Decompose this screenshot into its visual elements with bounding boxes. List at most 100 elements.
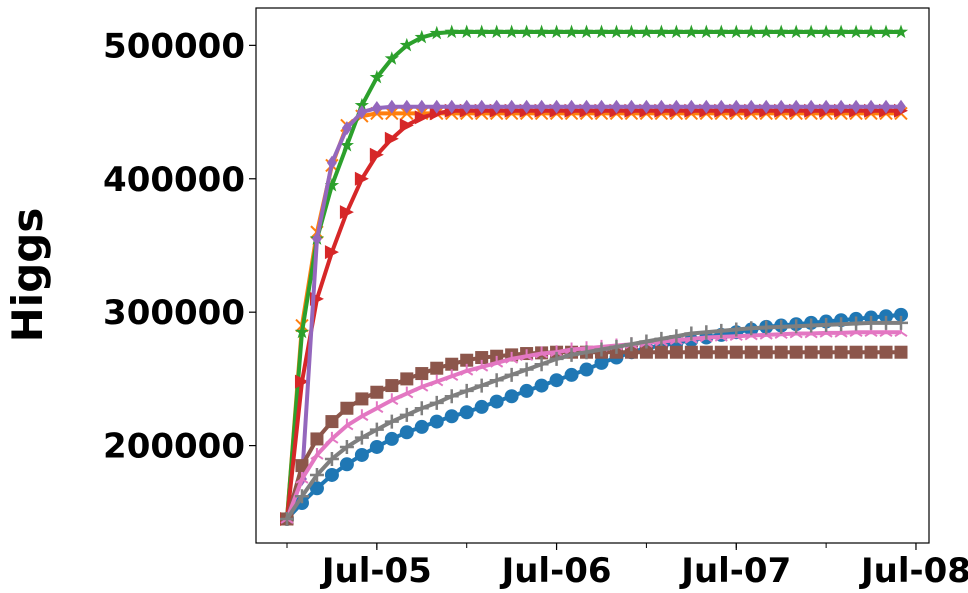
data-point (893, 24, 909, 39)
data-point (759, 24, 774, 39)
data-point (370, 401, 384, 414)
data-point (669, 329, 684, 344)
data-point (339, 439, 354, 454)
data-point (804, 318, 819, 333)
data-point (656, 99, 667, 114)
data-point (400, 372, 414, 386)
data-point (309, 467, 324, 482)
data-point (384, 431, 399, 446)
data-point (294, 324, 310, 339)
data-point (534, 357, 549, 372)
data-point (819, 317, 834, 332)
x-axis: Jul-05 Jul-06 Jul-07 Jul-08 (286, 543, 968, 591)
series-5 (282, 99, 906, 526)
data-point (699, 345, 713, 359)
data-point (385, 393, 399, 406)
data-point (881, 99, 892, 114)
data-point (415, 367, 429, 381)
y-axis-label: Higgs (3, 208, 52, 343)
data-point (566, 99, 577, 114)
data-point (506, 99, 517, 114)
data-point (729, 345, 743, 359)
data-point (624, 337, 639, 352)
data-point (310, 447, 324, 460)
data-point (280, 511, 294, 526)
data-point (834, 345, 848, 359)
data-point (326, 155, 337, 170)
series-6 (280, 345, 908, 526)
data-point (729, 24, 744, 39)
data-point (399, 118, 414, 133)
data-point (489, 373, 504, 388)
data-point (414, 29, 429, 44)
data-point (789, 24, 804, 39)
data-point (744, 321, 759, 336)
series-line (285, 350, 901, 520)
data-point (356, 105, 367, 120)
data-point (445, 357, 459, 371)
data-point (519, 383, 534, 398)
data-point (491, 99, 502, 114)
data-point (354, 447, 369, 462)
data-point (581, 99, 592, 114)
data-point (549, 373, 564, 388)
series-line (285, 104, 901, 520)
data-point (879, 315, 894, 330)
data-point (295, 471, 309, 484)
data-point (714, 323, 729, 338)
data-point (324, 467, 339, 482)
data-point (339, 457, 354, 472)
data-point (474, 399, 489, 414)
data-point (626, 99, 637, 114)
data-point (639, 24, 654, 39)
data-point (701, 99, 712, 114)
data-point (774, 345, 788, 359)
data-point (309, 481, 324, 496)
series-line (285, 108, 901, 520)
data-point (579, 345, 594, 360)
data-point (849, 316, 864, 331)
data-point (594, 355, 609, 370)
data-point (834, 24, 849, 39)
data-point (384, 131, 399, 146)
data-point (340, 401, 354, 415)
data-point (729, 322, 744, 337)
data-point (444, 409, 459, 424)
data-point (806, 99, 817, 114)
y-axis: 200000 300000 400000 500000 (103, 26, 256, 467)
data-point (444, 389, 459, 404)
data-point (536, 99, 547, 114)
data-point (759, 320, 774, 335)
data-point (429, 395, 444, 410)
data-point (535, 346, 549, 359)
data-point (399, 425, 414, 440)
data-point (354, 430, 369, 445)
data-point (579, 362, 594, 377)
data-point (641, 99, 652, 114)
data-point (399, 407, 414, 422)
data-point (295, 459, 309, 473)
data-point (699, 24, 714, 39)
data-point (594, 342, 609, 357)
data-point (310, 432, 324, 446)
data-point (504, 24, 519, 39)
data-point (475, 359, 489, 372)
data-point (429, 414, 444, 429)
data-point (459, 24, 474, 39)
data-point (759, 345, 773, 359)
y-tick-label: 500000 (103, 26, 245, 66)
data-point (384, 51, 399, 65)
data-point (624, 345, 638, 359)
data-point (475, 351, 489, 365)
data-point (878, 24, 894, 39)
data-point (355, 392, 369, 406)
data-point (385, 379, 399, 393)
data-point (791, 99, 802, 114)
data-point (894, 315, 908, 330)
data-point (776, 99, 787, 114)
data-point (444, 24, 459, 39)
data-point (686, 99, 697, 114)
data-point (549, 351, 564, 366)
data-point (519, 24, 534, 39)
